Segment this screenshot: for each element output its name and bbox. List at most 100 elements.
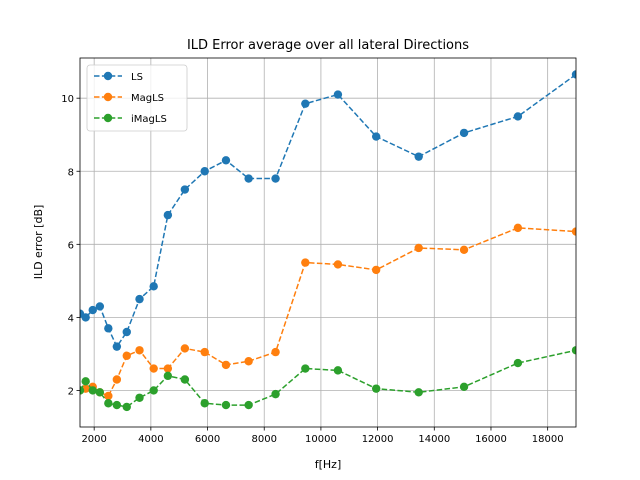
legend-marker — [103, 92, 113, 102]
data-point — [200, 399, 209, 408]
data-point — [180, 375, 190, 384]
y-tick-label: 6 — [68, 240, 74, 251]
data-point — [221, 360, 231, 370]
legend-marker — [103, 71, 113, 81]
y-tick-label: 8 — [68, 167, 74, 178]
data-point — [244, 400, 253, 410]
x-tick-label: 4000 — [138, 434, 163, 445]
x-tick-label: 6000 — [195, 434, 220, 445]
x-axis: 2000 4000 6000 8000 10000 12000 14000 16000 1800… — [81, 427, 564, 445]
x-tick-label: 2000 — [81, 434, 106, 445]
x-axis-label: f[Hz] — [315, 458, 342, 471]
data-point — [163, 364, 173, 373]
data-point — [200, 167, 209, 176]
x-tick-label: 14000 — [418, 434, 450, 445]
data-point — [333, 366, 343, 375]
y-tick-label: 2 — [68, 386, 74, 397]
data-point — [371, 265, 381, 275]
data-point — [513, 358, 523, 368]
series-magls — [80, 223, 576, 401]
plot-area-frame — [79, 57, 577, 428]
legend-marker — [103, 113, 113, 123]
legend-label: iMagLS — [131, 114, 167, 125]
data-point — [104, 391, 113, 401]
data-point — [271, 174, 280, 183]
y-axis: 2 4 6 8 10 — [61, 94, 80, 397]
x-tick-label: 16000 — [475, 434, 507, 445]
data-point — [81, 313, 90, 322]
data-point — [221, 156, 231, 165]
data-point — [149, 364, 158, 373]
chart-title: ILD Error average over all lateral Direc… — [187, 38, 469, 53]
data-point — [104, 399, 113, 408]
data-point — [459, 382, 469, 392]
series-line — [80, 349, 576, 408]
series-imagls — [80, 346, 576, 412]
data-point — [371, 384, 381, 393]
data-point — [95, 302, 105, 311]
data-point — [112, 375, 122, 384]
data-point — [459, 128, 469, 138]
data-point — [271, 347, 280, 357]
data-point — [180, 344, 190, 353]
data-point — [571, 346, 576, 355]
data-point — [122, 327, 131, 337]
data-point — [163, 210, 173, 220]
y-tick-label: 10 — [61, 94, 74, 105]
series-line — [80, 73, 576, 349]
data-point — [135, 346, 144, 355]
data-point — [104, 324, 113, 333]
data-point — [180, 185, 190, 194]
x-tick-label: 8000 — [252, 434, 277, 445]
data-point — [371, 132, 381, 141]
data-point — [571, 70, 576, 79]
legend-item-ls: LS — [94, 71, 143, 83]
data-point — [95, 388, 105, 397]
data-point — [571, 227, 576, 236]
data-point — [149, 282, 158, 291]
legend-label: LS — [131, 72, 143, 83]
data-point — [333, 260, 343, 269]
legend-item-magls: MagLS — [94, 92, 164, 104]
data-point — [301, 258, 310, 267]
data-point — [459, 245, 469, 255]
data-point — [135, 294, 144, 304]
y-tick-label: 4 — [68, 313, 74, 324]
data-point — [513, 223, 523, 233]
data-point — [112, 400, 122, 410]
series-ls — [80, 70, 576, 351]
legend-item-imagls: iMagLS — [94, 113, 167, 125]
series-line — [80, 227, 576, 397]
data-point — [244, 174, 253, 183]
x-tick-label: 12000 — [362, 434, 394, 445]
data-point — [112, 342, 122, 351]
data-point — [301, 99, 310, 108]
data-point — [414, 243, 423, 253]
data-point — [271, 389, 280, 399]
data-point — [88, 305, 97, 315]
x-tick-label: 18000 — [532, 434, 564, 445]
data-point — [221, 400, 231, 410]
data-point — [88, 386, 97, 395]
legend-label: MagLS — [131, 93, 164, 104]
data-point — [200, 347, 209, 357]
data-point — [513, 112, 523, 121]
data-point — [149, 386, 158, 395]
y-axis-label: ILD error [dB] — [32, 205, 45, 280]
series-layer — [80, 70, 576, 412]
data-point — [122, 351, 131, 360]
data-point — [122, 402, 131, 412]
data-point — [135, 393, 144, 402]
data-point — [81, 377, 90, 386]
data-point — [163, 371, 173, 381]
data-point — [414, 152, 423, 161]
legend: LS MagLS iMagLS — [86, 64, 188, 132]
data-point — [244, 357, 253, 366]
x-tick-label: 10000 — [305, 434, 337, 445]
data-point — [301, 364, 310, 373]
data-point — [333, 90, 343, 99]
data-point — [80, 386, 85, 395]
legend-frame — [86, 64, 188, 132]
data-point — [414, 388, 423, 397]
